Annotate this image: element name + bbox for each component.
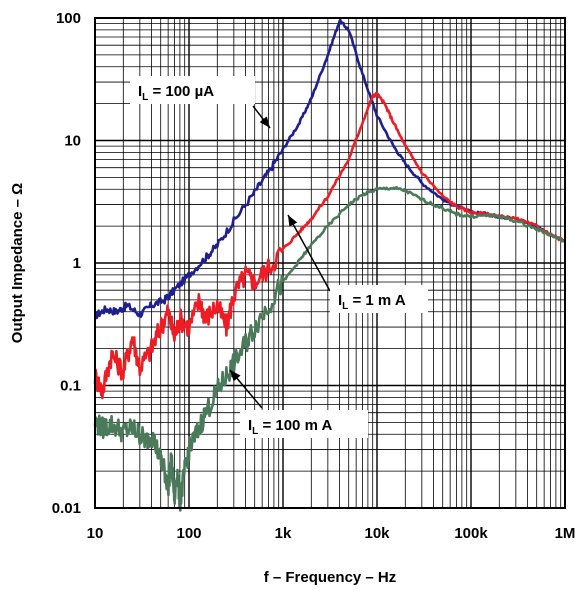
- y-tick-label: 100: [56, 10, 81, 27]
- series-line-1: [95, 20, 565, 318]
- y-tick-label: 0.1: [60, 378, 81, 395]
- x-tick-label: 10k: [364, 525, 390, 542]
- y-tick-label: 1: [73, 255, 81, 272]
- series-line-2: [95, 93, 565, 398]
- y-tick-label: 10: [64, 133, 81, 150]
- y-tick-label: 0.01: [52, 500, 81, 517]
- series-label-1: IL = 100 µA: [130, 76, 270, 128]
- x-tick-label: 1M: [555, 525, 576, 542]
- x-tick-label: 100k: [454, 525, 488, 542]
- series-label-3: IL = 100 m A: [230, 370, 368, 438]
- y-axis-label: Output Impedance – Ω: [9, 183, 26, 343]
- x-tick-label: 100: [176, 525, 201, 542]
- x-tick-label: 1k: [275, 525, 292, 542]
- x-tick-label: 10: [87, 525, 104, 542]
- arrow-head-icon: [288, 215, 297, 227]
- series-label-2: IL = 1 m A: [288, 215, 428, 313]
- x-axis-label: f – Frequency – Hz: [264, 569, 397, 586]
